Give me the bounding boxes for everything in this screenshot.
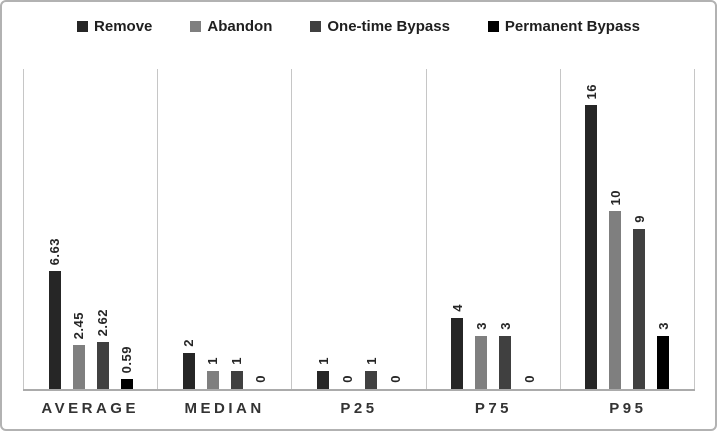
bar-remove xyxy=(451,318,464,389)
bar-slot: 3 xyxy=(655,69,671,389)
bar-one-time-bypass xyxy=(365,371,377,389)
bar-abandon xyxy=(206,371,219,389)
category-panel-p95: 16 10 9 3 xyxy=(559,69,696,389)
bar-slot: 2.45 xyxy=(71,69,87,389)
plot-area: 6.63 2.45 2.62 0.59 2 1 1 0 1 0 1 0 4 3 3 0 16 10 9 3 xyxy=(23,69,696,391)
category-label-average: AVERAGE xyxy=(41,400,139,417)
legend-label: Abandon xyxy=(207,18,273,35)
bar-slot: 6.63 xyxy=(47,69,63,389)
bar-slot: 9 xyxy=(631,69,647,389)
bar-abandon xyxy=(609,211,622,389)
data-label: 1 xyxy=(363,357,379,365)
bar-slot: 2.62 xyxy=(95,69,111,389)
category-panel-p25: 1 0 1 0 xyxy=(291,69,425,389)
legend-label: One-time Bypass xyxy=(327,18,450,35)
data-label: 0 xyxy=(521,375,537,383)
bar-abandon xyxy=(72,345,85,389)
data-label: 2.45 xyxy=(71,311,87,339)
category-label-p95: P95 xyxy=(609,400,647,417)
bar-slot: 3 xyxy=(473,69,489,389)
data-label: 2.62 xyxy=(95,308,111,336)
data-label: 9 xyxy=(631,215,647,223)
bar-slot: 10 xyxy=(607,69,623,389)
legend-swatch-icon xyxy=(310,21,322,32)
bar-slot: 2 xyxy=(181,69,197,389)
category-label-median: MEDIAN xyxy=(184,400,265,417)
bar-slot: 1 xyxy=(205,69,221,389)
data-label: 3 xyxy=(655,322,671,330)
bar-one-time-bypass xyxy=(499,336,512,389)
data-label: 0 xyxy=(253,375,269,383)
legend-swatch-icon xyxy=(487,21,499,32)
category-label-p25: P25 xyxy=(340,400,378,417)
bar-slot: 4 xyxy=(449,69,465,389)
data-label: 3 xyxy=(497,322,513,330)
bar-abandon xyxy=(475,336,488,389)
bar-slot: 0 xyxy=(339,69,355,389)
data-label: 6.63 xyxy=(47,237,63,265)
bar-slot: 0 xyxy=(253,69,269,389)
legend: Remove Abandon One-time Bypass Permanent By… xyxy=(2,18,715,35)
bar-one-time-bypass xyxy=(96,342,109,389)
legend-item-1: Abandon xyxy=(190,18,272,35)
legend-item-0: Remove xyxy=(77,18,152,35)
bar-slot: 0 xyxy=(521,69,537,389)
bar-remove xyxy=(317,371,329,389)
data-label: 1 xyxy=(315,357,331,365)
data-label: 0.59 xyxy=(119,345,135,373)
data-label: 0 xyxy=(387,375,403,383)
bar-one-time-bypass xyxy=(230,371,243,389)
bar-remove xyxy=(182,353,195,389)
bar-slot: 1 xyxy=(363,69,379,389)
data-label: 1 xyxy=(205,357,221,365)
legend-item-3: Permanent Bypass xyxy=(487,18,640,35)
data-label: 0 xyxy=(339,375,355,383)
data-label: 16 xyxy=(583,83,599,99)
legend-label: Remove xyxy=(94,18,153,35)
bar-permanent-bypass xyxy=(657,336,670,389)
legend-swatch-icon xyxy=(77,21,89,32)
data-label: 3 xyxy=(473,322,489,330)
legend-label: Permanent Bypass xyxy=(504,18,640,35)
category-axis: AVERAGE MEDIAN P25 P75 P95 xyxy=(23,400,695,417)
legend-item-2: One-time Bypass xyxy=(310,18,450,35)
bar-slot: 16 xyxy=(583,69,599,389)
bar-slot: 0.59 xyxy=(119,69,135,389)
data-label: 10 xyxy=(607,189,623,205)
bar-slot: 1 xyxy=(315,69,331,389)
legend-swatch-icon xyxy=(190,21,202,32)
bar-slot: 0 xyxy=(387,69,403,389)
data-label: 4 xyxy=(449,304,465,312)
data-label: 1 xyxy=(229,357,245,365)
bar-one-time-bypass xyxy=(633,229,646,389)
bar-remove xyxy=(585,105,598,389)
category-panel-average: 6.63 2.45 2.62 0.59 xyxy=(23,69,157,389)
data-label: 2 xyxy=(181,339,197,347)
bar-remove xyxy=(48,271,61,389)
category-label-p75: P75 xyxy=(474,400,513,417)
bar-slot: 1 xyxy=(229,69,245,389)
bar-permanent-bypass xyxy=(120,379,133,389)
bar-slot: 3 xyxy=(497,69,513,389)
